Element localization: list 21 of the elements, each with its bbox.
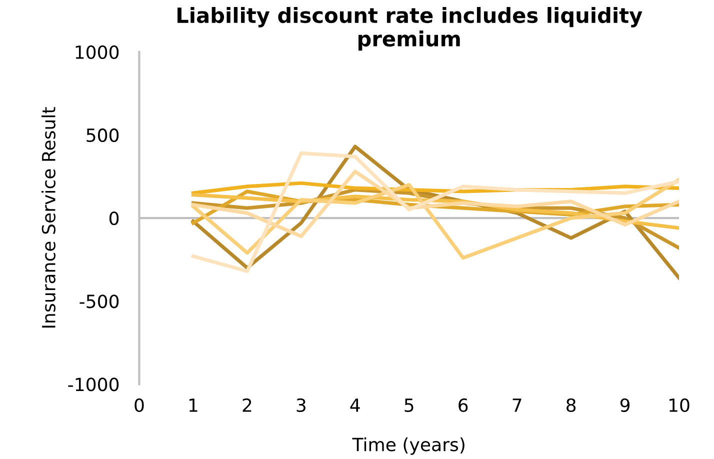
- x-tick-label: 0: [134, 398, 144, 412]
- x-tick-label: 8: [566, 398, 576, 412]
- x-tick-label: 1: [189, 398, 198, 412]
- y-tick-label: 500: [86, 128, 119, 142]
- x-tick-label: 4: [350, 398, 360, 412]
- y-tick-label: -500: [80, 294, 119, 308]
- y-axis-title: Insurance Service Result: [42, 107, 56, 328]
- x-tick-label: 6: [458, 398, 468, 412]
- y-tick-label: -1000: [68, 378, 119, 392]
- chart-title: Liability discount rate includes liquidity premium: [178, 6, 642, 51]
- x-tick-label: 5: [404, 398, 414, 412]
- x-tick-label: 3: [296, 398, 306, 412]
- y-tick-label: 0: [109, 211, 119, 226]
- x-tick-label: 10: [670, 398, 690, 412]
- y-tick-label: 1000: [76, 45, 119, 59]
- x-tick-label: 7: [512, 398, 522, 412]
- x-tick-label: 2: [242, 398, 252, 412]
- line-series: [191, 178, 680, 260]
- x-axis-title: Time (years): [352, 437, 464, 455]
- x-tick-label: 9: [620, 398, 630, 412]
- line-series: [191, 170, 680, 238]
